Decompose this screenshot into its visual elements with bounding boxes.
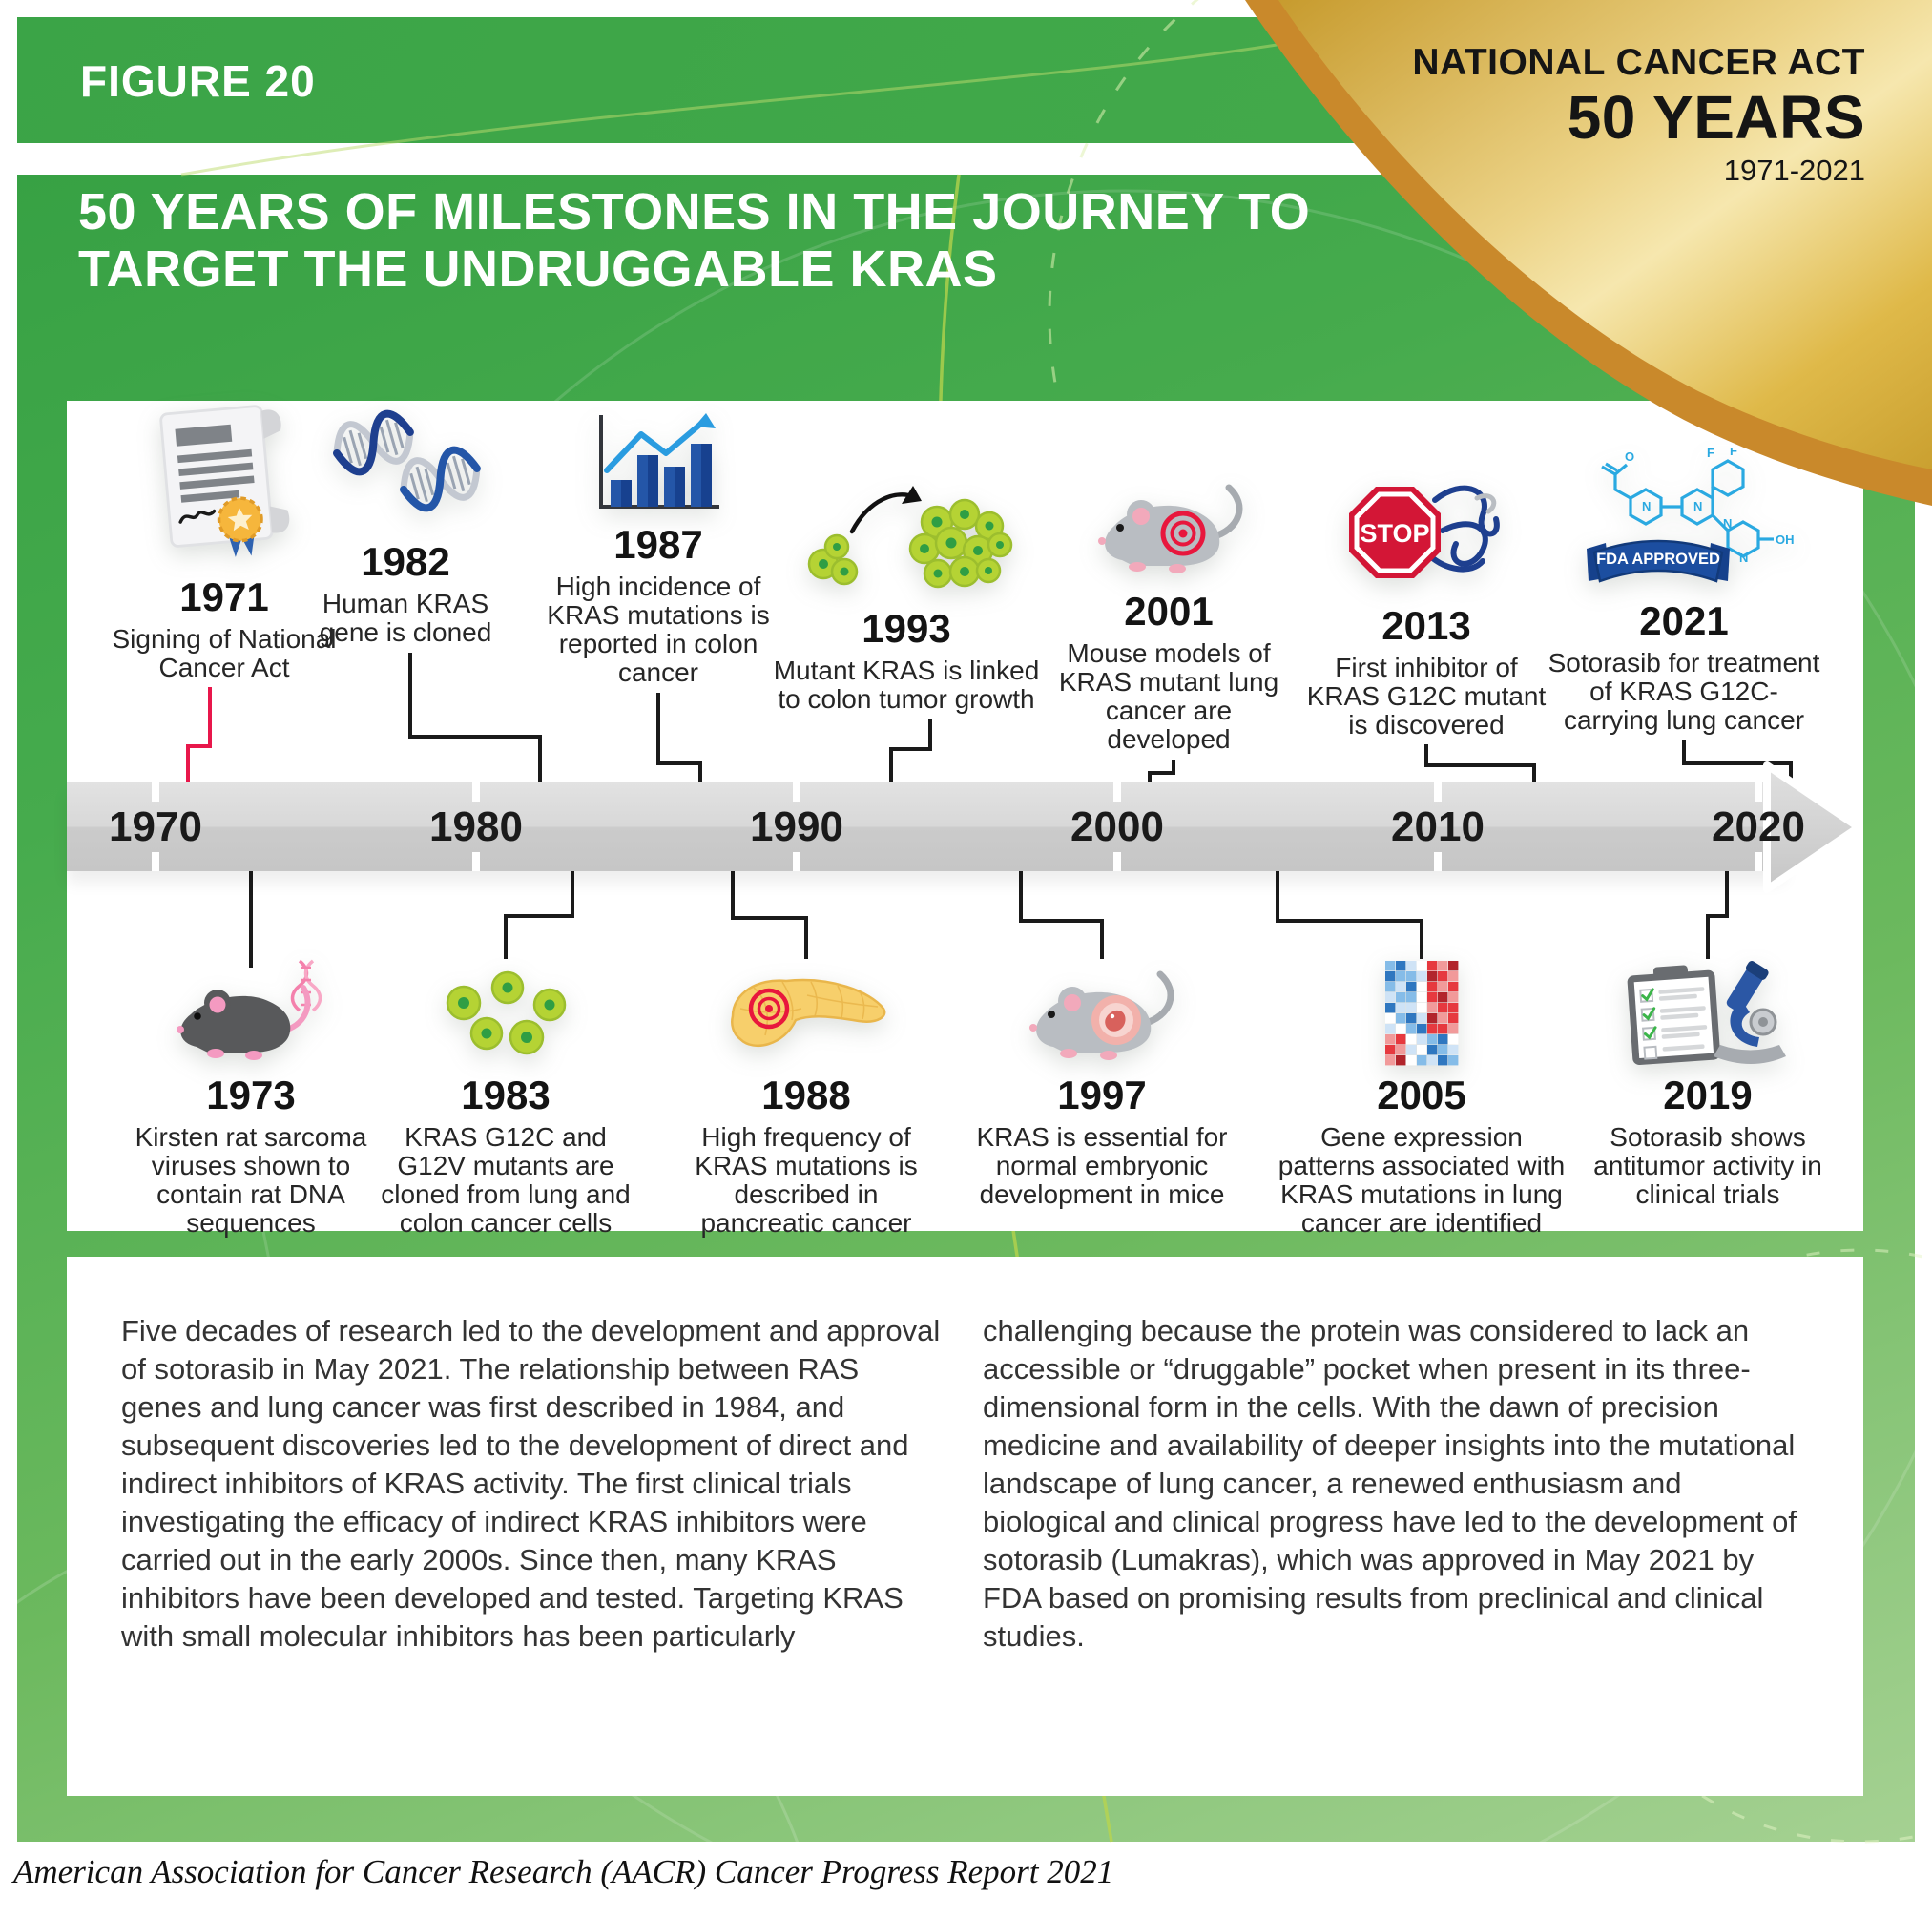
milestone-year: 2013 (1381, 603, 1471, 648)
timeline-arrowhead (1763, 761, 1862, 893)
milestone-year: 1993 (862, 606, 951, 651)
milestone-year: 1997 (1057, 1073, 1147, 1117)
milestone-2019: 2019 Sotorasib shows antitumor activity … (1579, 959, 1837, 1209)
tick-1980-top (472, 782, 480, 802)
national-cancer-act-badge: NATIONAL CANCER ACT 50 YEARS 1971-2021 (1412, 44, 1865, 185)
svg-text:F: F (1707, 448, 1714, 460)
milestone-1997: 1997 KRAS is essential for normal embryo… (968, 959, 1236, 1209)
milestone-1983: 1983 KRAS G12C and G12V mutants are clon… (377, 959, 634, 1238)
milestone-1982: 1982 Human KRAS gene is cloned (301, 409, 510, 647)
milestone-text: Kirsten rat sarcoma viruses shown to con… (135, 1122, 367, 1238)
tick-2000-top (1113, 782, 1121, 802)
milestone-text: First inhibitor of KRAS G12C mutant is d… (1306, 653, 1547, 740)
svg-text:N: N (1642, 499, 1651, 513)
tick-2020-top (1755, 782, 1762, 802)
tick-1990-bottom (793, 852, 800, 871)
milestone-year: 1973 (206, 1073, 296, 1117)
figure-label: FIGURE 20 (80, 56, 316, 106)
decade-label-2010: 2010 (1391, 803, 1485, 850)
tick-2010-bottom (1434, 852, 1442, 871)
decade-label-1970: 1970 (109, 803, 202, 850)
svg-text:F: F (1730, 448, 1737, 458)
decade-label-1980: 1980 (429, 803, 523, 850)
scroll-document-icon (148, 395, 301, 567)
rat-dna-icon (168, 959, 335, 1066)
svg-text:N: N (1739, 551, 1748, 565)
mouse-target-icon (1088, 469, 1250, 581)
milestone-year: 1988 (761, 1073, 851, 1117)
mouse-embryo-icon (1021, 959, 1183, 1066)
svg-text:O: O (1625, 449, 1634, 464)
milestone-1973: 1973 Kirsten rat sarcoma viruses shown t… (132, 959, 370, 1238)
milestone-year: 1987 (613, 522, 703, 567)
timeline-panel: 1970 1980 1990 2000 2010 2020 (67, 401, 1863, 1238)
tick-1990-top (793, 782, 800, 802)
milestone-text: High incidence of KRAS mutations is repo… (547, 572, 770, 687)
fda-approved-banner-text: FDA APPROVED (1596, 551, 1720, 568)
badge-line1: NATIONAL CANCER ACT (1412, 42, 1865, 83)
title-line1: 50 YEARS OF MILESTONES IN THE JOURNEY TO (78, 183, 1311, 240)
milestone-text: KRAS G12C and G12V mutants are cloned fr… (381, 1122, 631, 1238)
page-title: 50 YEARS OF MILESTONES IN THE JOURNEY TO… (78, 183, 1310, 299)
badge-line3: 1971-2021 (1723, 154, 1865, 187)
tick-1980-bottom (472, 852, 480, 871)
gene-heatmap-icon (1384, 959, 1459, 1066)
milestone-1993: 1993 Mutant KRAS is linked to colon tumo… (763, 472, 1049, 714)
milestone-year: 1983 (461, 1073, 551, 1117)
dna-helix-icon (320, 409, 491, 532)
badge-line2: 50 YEARS (1567, 83, 1865, 152)
clipboard-microscope-icon (1622, 959, 1794, 1066)
mutant-cells-icon (427, 959, 585, 1066)
milestone-2013: STOP 2013 First inhibitor of KRAS G12C m… (1302, 473, 1550, 740)
milestone-year: 2005 (1377, 1073, 1466, 1117)
tick-2000-bottom (1113, 852, 1121, 871)
caption-panel: Five decades of research led to the deve… (67, 1257, 1863, 1796)
tick-2020-bottom (1755, 852, 1762, 871)
molecule-fda-approved-icon: F F O N N N N OH FDA APPROVED (1569, 448, 1798, 591)
stop-sign-protein-icon: STOP (1336, 473, 1517, 595)
milestone-year: 1982 (361, 539, 450, 584)
milestone-1988: 1988 High frequency of KRAS mutations is… (687, 959, 925, 1238)
milestone-text: Mouse models of KRAS mutant lung cancer … (1058, 638, 1279, 754)
pancreas-target-icon (716, 959, 897, 1066)
milestone-1987: 1987 High incidence of KRAS mutations is… (525, 411, 792, 687)
source-citation: American Association for Cancer Research… (13, 1853, 1114, 1890)
milestone-2005: 2005 Gene expression patterns associated… (1269, 959, 1574, 1238)
milestone-text: Human KRAS gene is cloned (319, 589, 492, 647)
milestone-text: High frequency of KRAS mutations is desc… (695, 1122, 918, 1238)
caption-column-2: challenging because the protein was cons… (983, 1314, 1797, 1653)
milestone-year: 2019 (1663, 1073, 1753, 1117)
milestone-text: Sotorasib shows antitumor activity in cl… (1593, 1122, 1822, 1209)
bar-chart-icon (592, 411, 725, 514)
tick-1970-top (152, 782, 159, 802)
milestone-text: KRAS is essential for normal embryonic d… (976, 1122, 1228, 1209)
milestone-year: 2021 (1639, 598, 1729, 643)
decade-label-2020: 2020 (1712, 803, 1805, 850)
tick-1970-bottom (152, 852, 159, 871)
cell-growth-icon (795, 472, 1019, 598)
milestone-text: Mutant KRAS is linked to colon tumor gro… (773, 656, 1040, 714)
svg-text:N: N (1723, 516, 1732, 531)
tick-2010-top (1434, 782, 1442, 802)
title-line2: TARGET THE UNDRUGGABLE KRAS (78, 240, 998, 299)
timeline-bar (67, 782, 1784, 871)
milestone-year: 2001 (1124, 589, 1214, 634)
gold-corner-swoosh (1245, 0, 1932, 506)
caption-column-1: Five decades of research led to the deve… (121, 1314, 941, 1653)
stop-sign-text: STOP (1360, 519, 1429, 548)
milestone-text: Gene expression patterns associated with… (1278, 1122, 1566, 1238)
milestone-1971: 1971 Signing of National Cancer Act (110, 395, 339, 682)
decade-label-2000: 2000 (1070, 803, 1164, 850)
milestone-2001: 2001 Mouse models of KRAS mutant lung ca… (1049, 469, 1288, 754)
decade-label-1990: 1990 (750, 803, 843, 850)
svg-text:N: N (1693, 499, 1702, 513)
red-connector-1971 (186, 687, 212, 782)
milestone-text: Sotorasib for treatment of KRAS G12C-car… (1548, 648, 1820, 735)
milestone-year: 1971 (179, 574, 269, 619)
milestone-text: Signing of National Cancer Act (112, 624, 337, 682)
svg-text:OH: OH (1776, 532, 1795, 547)
